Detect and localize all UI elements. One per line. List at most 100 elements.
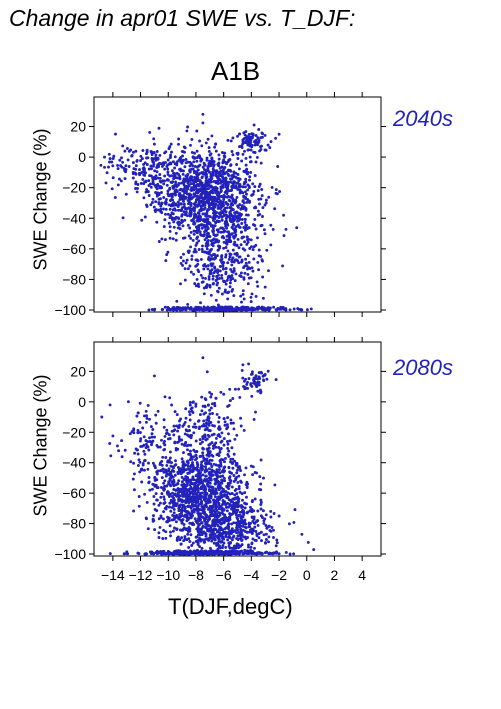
data-point	[233, 387, 237, 391]
data-point	[248, 505, 252, 509]
data-point	[211, 167, 215, 171]
data-point	[187, 434, 191, 438]
data-point	[171, 212, 175, 216]
data-point	[218, 525, 222, 529]
data-point	[288, 308, 292, 312]
data-point	[120, 455, 124, 459]
data-point	[226, 249, 230, 253]
data-point	[230, 485, 234, 489]
data-point	[213, 522, 217, 526]
data-point	[235, 496, 239, 500]
data-point	[243, 136, 247, 140]
data-point	[170, 195, 174, 199]
data-point	[195, 227, 199, 231]
data-point	[170, 506, 174, 510]
data-point	[162, 488, 166, 492]
data-point	[192, 431, 196, 435]
data-point	[205, 193, 209, 197]
data-point	[226, 223, 230, 227]
data-point	[198, 203, 202, 207]
data-point	[263, 148, 267, 152]
y-tick-label: −60	[62, 241, 86, 257]
data-point	[247, 377, 251, 381]
x-tick-label: −2	[271, 567, 287, 583]
data-point	[231, 457, 235, 461]
data-point	[253, 546, 256, 550]
data-point	[174, 208, 177, 212]
data-point	[167, 203, 171, 207]
data-point	[245, 172, 249, 176]
data-point	[134, 187, 138, 190]
data-point	[266, 369, 270, 373]
data-point	[254, 307, 258, 311]
data-point	[185, 519, 189, 523]
data-point	[150, 167, 153, 171]
data-point	[249, 383, 253, 387]
data-point	[185, 258, 189, 262]
data-point	[160, 201, 164, 205]
data-point	[159, 210, 163, 213]
data-point	[210, 470, 213, 474]
data-point	[208, 537, 212, 540]
data-point	[230, 308, 234, 312]
data-point	[214, 202, 217, 206]
data-point	[230, 196, 234, 200]
data-point	[120, 156, 123, 160]
data-point	[186, 459, 190, 463]
data-point	[170, 150, 173, 154]
data-point	[227, 432, 230, 436]
data-point	[243, 473, 246, 477]
data-point	[229, 500, 233, 504]
data-point	[235, 531, 238, 535]
data-point	[219, 230, 223, 234]
data-point	[239, 243, 243, 247]
data-point	[250, 510, 254, 514]
data-point	[229, 278, 233, 282]
data-point	[226, 551, 230, 555]
data-point	[221, 185, 225, 189]
x-tick-label: −4	[243, 567, 259, 583]
data-point	[235, 492, 239, 496]
data-point	[229, 139, 233, 143]
data-point	[175, 299, 179, 303]
data-point	[229, 189, 233, 193]
data-point	[165, 164, 169, 168]
data-point	[213, 401, 217, 405]
data-point	[213, 217, 217, 221]
data-point	[244, 377, 248, 381]
data-point	[108, 403, 112, 407]
data-point	[166, 212, 170, 216]
data-point	[244, 308, 248, 312]
data-point	[259, 498, 263, 502]
data-point	[202, 207, 206, 211]
data-point	[242, 551, 246, 555]
data-point	[204, 141, 208, 145]
data-point	[179, 221, 183, 225]
data-point	[176, 441, 179, 444]
data-point	[241, 191, 245, 195]
data-point	[132, 427, 136, 431]
data-point	[209, 406, 213, 410]
data-point	[192, 171, 196, 175]
data-point	[215, 453, 219, 457]
data-point	[168, 524, 172, 528]
data-point	[140, 218, 144, 222]
data-point	[220, 511, 224, 515]
data-point	[268, 551, 272, 555]
data-point	[182, 523, 186, 526]
data-point	[226, 481, 230, 485]
data-point	[246, 143, 250, 147]
data-point	[223, 151, 227, 155]
data-point	[245, 223, 249, 227]
data-point	[152, 495, 156, 498]
data-point	[188, 401, 192, 404]
data-point	[151, 439, 155, 443]
data-point	[155, 194, 159, 198]
data-point	[269, 140, 273, 144]
data-point	[218, 521, 222, 525]
data-point	[159, 207, 163, 211]
data-point	[142, 435, 146, 439]
data-point	[153, 208, 157, 212]
data-point	[218, 202, 222, 206]
